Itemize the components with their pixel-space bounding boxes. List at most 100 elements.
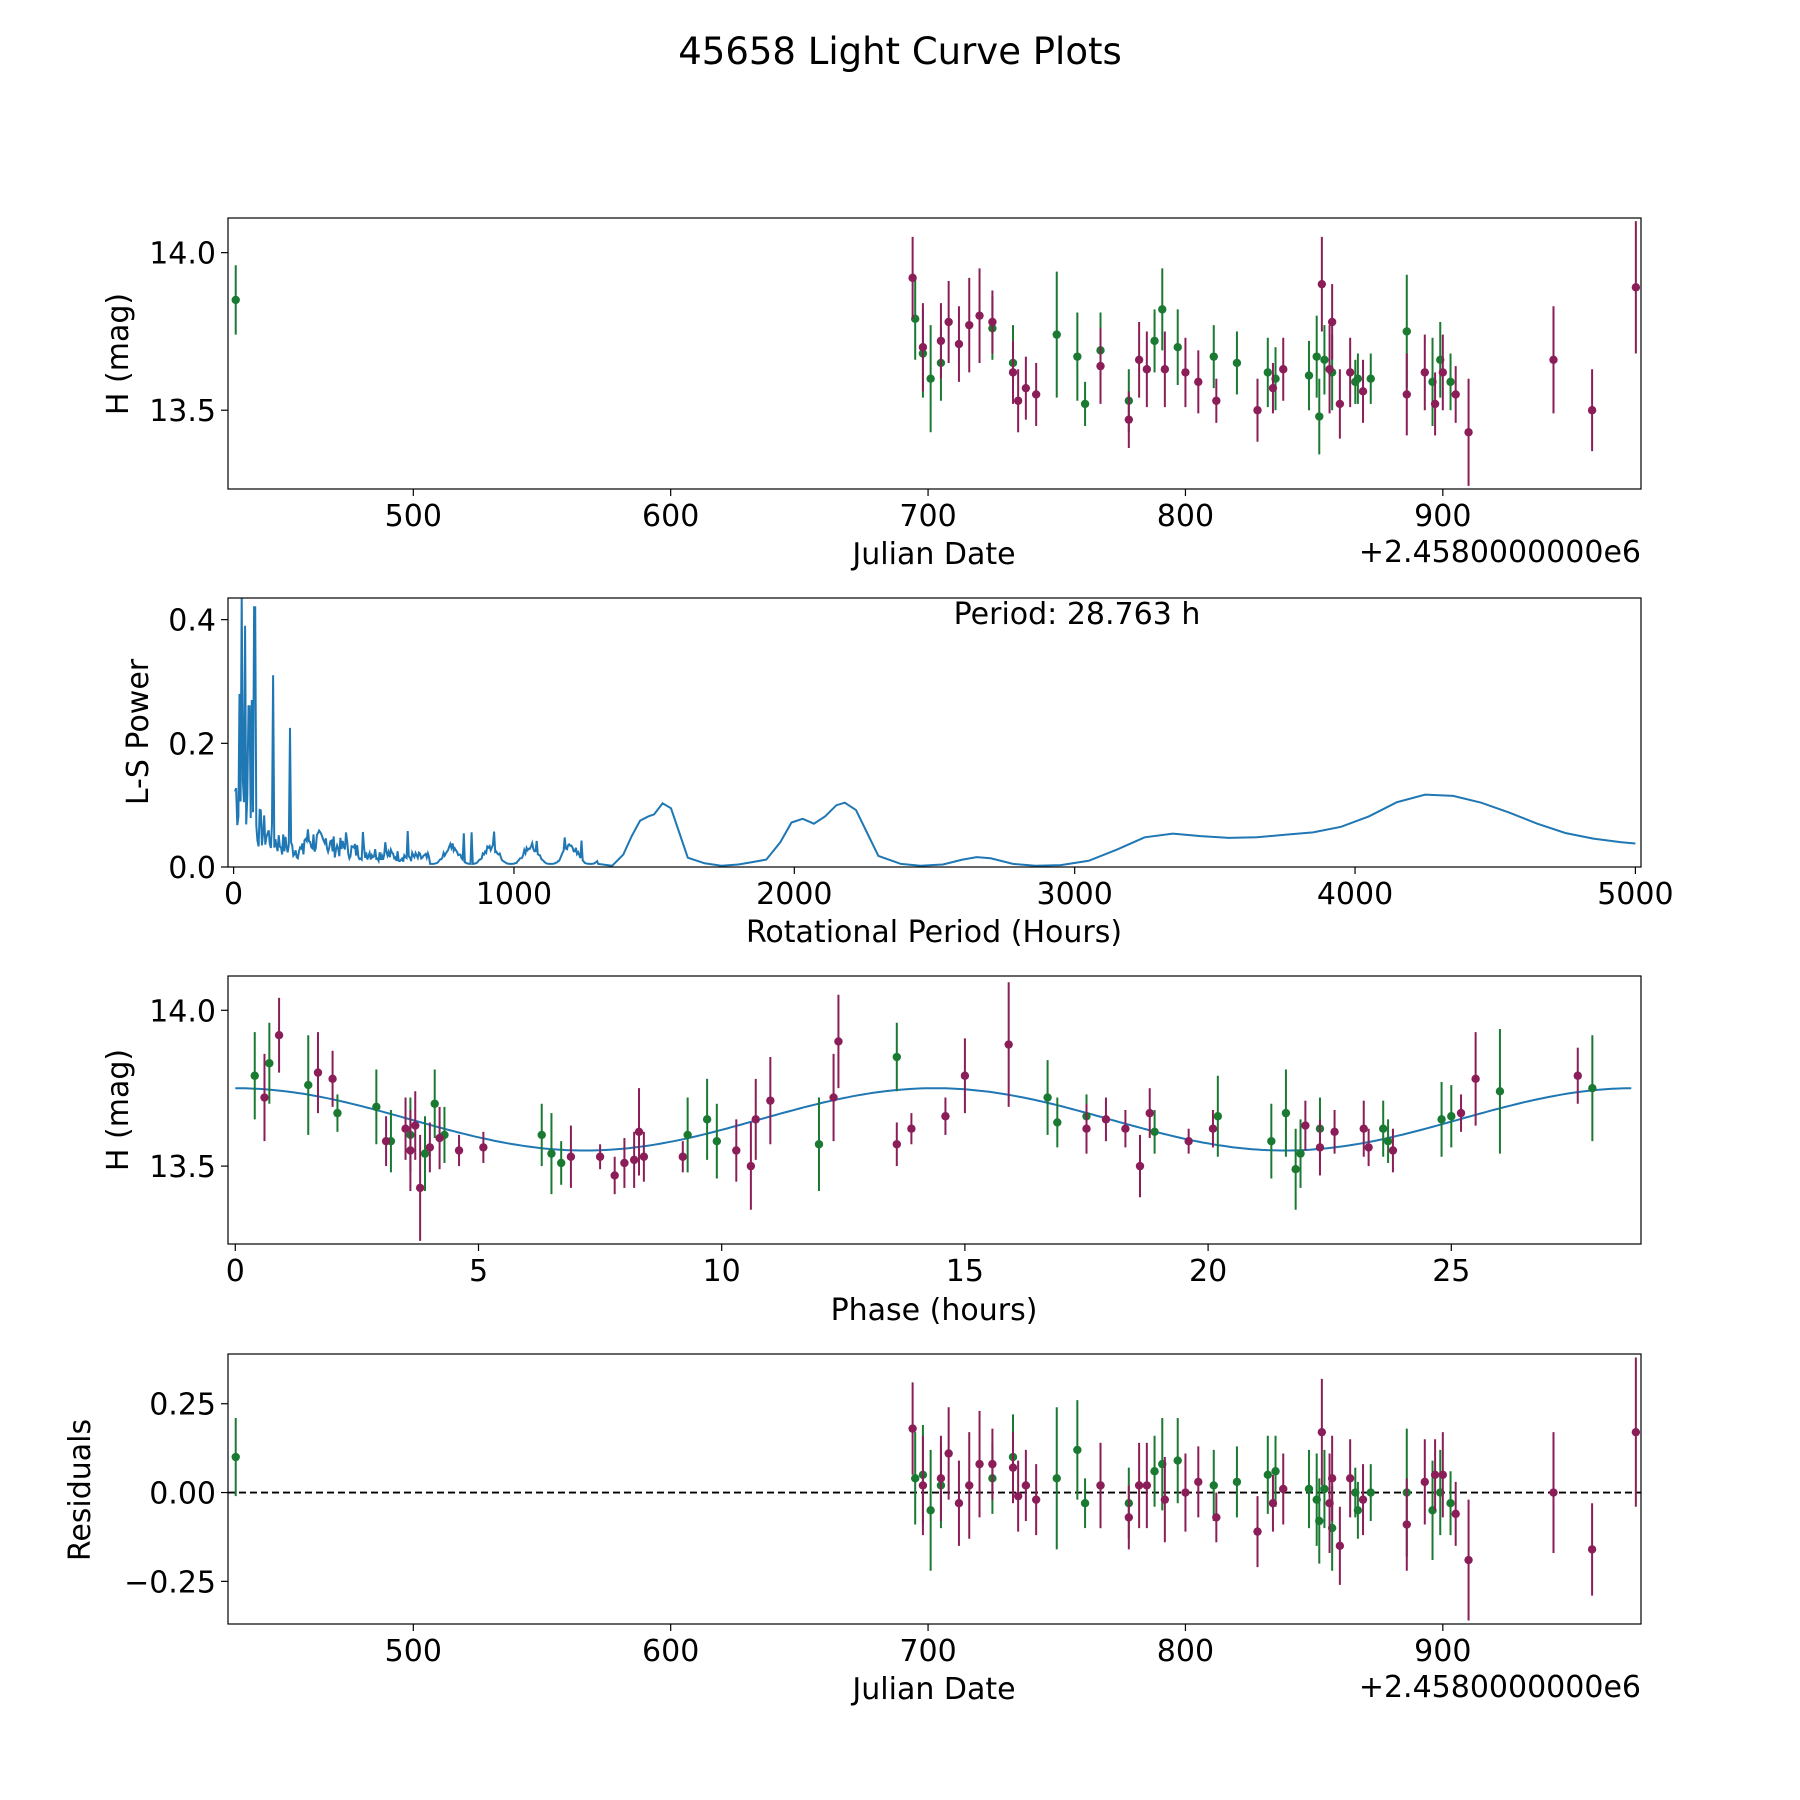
- residuals-point-maroon: [1464, 1555, 1473, 1565]
- lightcurve-point-maroon: [1325, 365, 1334, 374]
- residuals-point-maroon: [1031, 1495, 1041, 1504]
- phase-xtick-label: 15: [946, 1254, 984, 1289]
- phase-point-maroon: [1471, 1074, 1480, 1084]
- lightcurve-point-maroon: [1327, 317, 1337, 327]
- phase-point-maroon: [328, 1074, 337, 1084]
- lightcurve-point-maroon: [1181, 368, 1190, 377]
- phase-point-maroon: [435, 1133, 444, 1143]
- residuals-point-maroon: [988, 1459, 997, 1469]
- residuals-point-green: [1209, 1481, 1218, 1490]
- residuals-point-green: [1446, 1499, 1455, 1508]
- phase-point-maroon: [595, 1152, 605, 1161]
- periodogram-xticks: 0 1000 2000 3000 4000 5000: [224, 867, 1674, 912]
- lightcurve-point-maroon: [954, 339, 964, 349]
- panel-lightcurve: 500 600 700 800 900 13.5 14.0 Julian Date +2.…: [101, 217, 1642, 572]
- phase-point-maroon: [678, 1152, 687, 1161]
- lightcurve-point-maroon: [1124, 415, 1134, 424]
- lightcurve-point-maroon: [1268, 383, 1278, 393]
- phase-point-maroon: [907, 1124, 916, 1133]
- phase-point-green: [1437, 1115, 1446, 1124]
- periodogram-xtick-label: 4000: [1317, 877, 1393, 912]
- lightcurve-marks: [231, 221, 1641, 486]
- residuals-xtick-label: 900: [1414, 1634, 1471, 1669]
- residuals-axes-frame: [227, 1353, 1642, 1625]
- residuals-point-maroon: [1358, 1495, 1368, 1504]
- lightcurve-point-maroon: [1464, 428, 1473, 437]
- phase-point-green: [892, 1052, 902, 1062]
- residuals-ylabel: Residuals: [63, 1419, 98, 1561]
- residuals-point-maroon: [1253, 1527, 1262, 1536]
- lightcurve-point-maroon: [1142, 365, 1152, 374]
- lightcurve-point-maroon: [1008, 368, 1018, 377]
- residuals-point-maroon: [1402, 1520, 1411, 1529]
- phase-point-maroon: [411, 1121, 420, 1130]
- lightcurve-point-maroon: [1096, 361, 1105, 371]
- residuals-point-maroon: [1438, 1470, 1448, 1479]
- phase-point-green: [683, 1130, 692, 1140]
- phase-point-maroon: [415, 1183, 425, 1193]
- phase-point-maroon: [610, 1171, 619, 1180]
- lightcurve-point-maroon: [1317, 279, 1327, 289]
- residuals-point-maroon: [1587, 1545, 1597, 1554]
- residuals-point-green: [1304, 1484, 1314, 1494]
- phase-xtick-label: 5: [469, 1254, 488, 1289]
- residuals-point-maroon: [1142, 1481, 1152, 1490]
- phase-xtick-label: 20: [1189, 1254, 1227, 1289]
- phase-point-green: [1043, 1093, 1052, 1102]
- phase-point-maroon: [1330, 1127, 1339, 1137]
- phase-point-green: [265, 1059, 274, 1068]
- panel-periodogram: 0 1000 2000 3000 4000 5000 0.0 0.2 0.4 Period: …: [121, 597, 1674, 950]
- residuals-point-maroon: [1335, 1541, 1345, 1551]
- residuals-point-green: [1320, 1484, 1329, 1494]
- residuals-point-maroon: [1345, 1474, 1355, 1483]
- phase-point-maroon: [406, 1146, 415, 1155]
- lightcurve-point-maroon: [1253, 406, 1262, 415]
- phase-point-maroon: [1184, 1136, 1193, 1146]
- lightcurve-point-green: [1232, 358, 1242, 368]
- phase-point-maroon: [454, 1146, 464, 1155]
- lightcurve-point-maroon: [1402, 390, 1411, 399]
- lightcurve-point-green: [1073, 352, 1082, 361]
- lightcurve-point-maroon: [1194, 377, 1203, 387]
- phase-point-green: [712, 1136, 722, 1146]
- lightcurve-point-maroon: [965, 320, 974, 330]
- lightcurve-point-green: [1209, 352, 1218, 361]
- phase-point-green: [702, 1115, 712, 1124]
- lightcurve-point-maroon: [1335, 399, 1345, 409]
- lightcurve-point-maroon: [1420, 368, 1430, 377]
- lightcurve-point-maroon: [1451, 390, 1460, 399]
- residuals-point-maroon: [918, 1481, 928, 1490]
- residuals-point-maroon: [1327, 1474, 1337, 1483]
- periodogram-ytick-label: 0.2: [168, 727, 216, 762]
- residuals-point-maroon: [1013, 1491, 1023, 1501]
- phase-point-green: [1291, 1165, 1300, 1174]
- residuals-point-maroon: [944, 1449, 953, 1458]
- residuals-point-maroon: [1181, 1488, 1190, 1497]
- periodogram-power-line: [234, 598, 1636, 867]
- periodogram-xtick-label: 1000: [476, 877, 552, 912]
- lightcurve-point-maroon: [1031, 390, 1041, 399]
- lightcurve-point-maroon: [1013, 396, 1023, 405]
- residuals-point-maroon: [1268, 1499, 1278, 1508]
- phase-point-green: [304, 1080, 313, 1090]
- lightcurve-point-maroon: [1279, 365, 1288, 374]
- phase-point-green: [372, 1102, 381, 1112]
- residuals-point-maroon: [1160, 1495, 1170, 1504]
- phase-point-green: [1296, 1149, 1305, 1158]
- lightcurve-xtick-label: 600: [642, 499, 699, 534]
- residuals-yticks: −0.25 0.00 0.25: [124, 1388, 228, 1600]
- residuals-point-maroon: [965, 1481, 974, 1490]
- phase-point-maroon: [313, 1068, 323, 1077]
- phase-point-maroon: [941, 1112, 950, 1121]
- lightcurve-point-maroon: [1358, 387, 1368, 396]
- lightcurve-point-maroon: [1212, 396, 1221, 405]
- lightcurve-point-green: [1320, 355, 1329, 365]
- phase-point-green: [537, 1130, 546, 1140]
- residuals-point-maroon: [1124, 1513, 1134, 1522]
- phase-point-green: [1267, 1136, 1276, 1146]
- phase-point-maroon: [1364, 1143, 1373, 1152]
- residuals-point-maroon: [954, 1499, 964, 1508]
- residuals-point-maroon: [1134, 1481, 1144, 1490]
- phase-ylabel: H (mag): [101, 1049, 136, 1171]
- lightcurve-point-maroon: [1134, 355, 1144, 365]
